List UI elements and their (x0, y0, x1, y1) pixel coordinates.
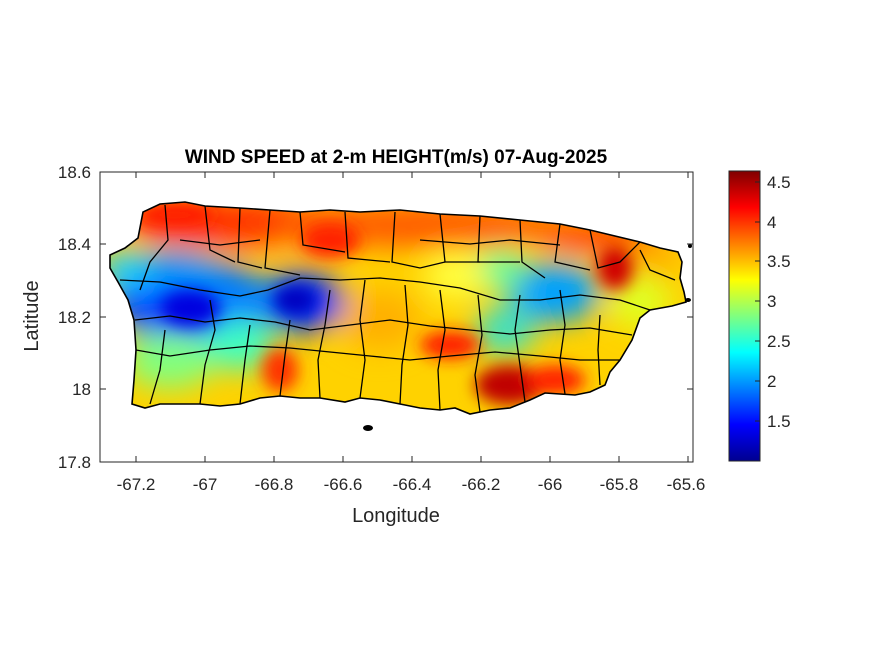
colorbar-tick-label: 4.5 (767, 173, 791, 192)
colorbar-tick-label: 4 (767, 213, 776, 232)
x-axis-ticks (135, 172, 689, 462)
colorbar: 4.5 4 3.5 3 2.5 2 1.5 (728, 170, 791, 462)
x-tick-label: -67.2 (117, 475, 156, 494)
y-axis-label: Latitude (21, 280, 43, 351)
x-tick-label: -66.8 (255, 475, 294, 494)
x-tick-label: -66.2 (462, 475, 501, 494)
wind-speed-field (110, 202, 686, 414)
colorbar-tick-label: 2.5 (767, 332, 791, 351)
colorbar-tick-label: 3 (767, 292, 776, 311)
x-tick-label: -66.4 (393, 475, 432, 494)
colorbar-ticks (755, 181, 760, 422)
colorbar-tick-label: 1.5 (767, 412, 791, 431)
y-tick-label: 18.6 (58, 163, 91, 182)
x-tick-label: -66 (538, 475, 563, 494)
colorbar-gradient (728, 170, 761, 462)
x-tick-label: -67 (193, 475, 218, 494)
y-tick-label: 17.8 (58, 453, 91, 472)
x-tick-label: -65.6 (667, 475, 706, 494)
y-tick-label: 18.2 (58, 308, 91, 327)
map-title: WIND SPEED at 2-m HEIGHT(m/s) 07-Aug-202… (185, 147, 608, 168)
y-tick-label: 18.4 (58, 235, 91, 254)
colorbar-tick-label: 2 (767, 372, 776, 391)
y-axis-ticks (100, 171, 693, 463)
offshore-islets (363, 244, 692, 431)
y-tick-label: 18 (72, 380, 91, 399)
colorbar-tick-label: 3.5 (767, 252, 791, 271)
island-coastline (109, 201, 687, 415)
x-axis-label: Longitude (352, 505, 440, 527)
x-tick-label: -65.8 (600, 475, 639, 494)
municipality-boundaries (109, 201, 687, 415)
x-tick-label: -66.6 (324, 475, 363, 494)
